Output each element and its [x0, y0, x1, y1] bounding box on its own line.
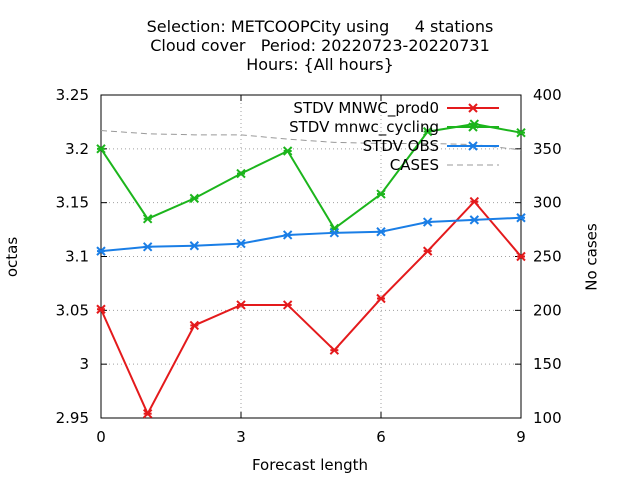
chart-title-line-2: Cloud cover Period: 20220723-20220731	[150, 36, 490, 55]
y-tick-label: 3.15	[56, 194, 89, 212]
series-point-1	[189, 193, 200, 204]
series-point-1	[236, 168, 246, 179]
series-point-0	[96, 304, 106, 314]
series-line-3	[100, 130, 522, 151]
series-line-1	[100, 123, 522, 230]
legend-marker-0	[468, 103, 478, 113]
y-tick-label: 3.05	[56, 301, 89, 319]
legend-marker-1	[468, 122, 478, 132]
series-point-1	[516, 127, 526, 138]
x-tick-label: 3	[236, 428, 246, 446]
series-point-2	[96, 246, 106, 256]
x-tick-label: 6	[376, 428, 386, 446]
chart-title-line-3: Hours: {All hours}	[246, 55, 394, 74]
series-point-2	[422, 217, 433, 227]
y2-tick-label: 150	[533, 355, 562, 373]
series-point-1	[282, 146, 293, 156]
y2-tick-label: 300	[533, 194, 562, 212]
series-point-1	[422, 126, 433, 137]
y2-tick-label: 250	[533, 248, 562, 266]
series-point-0	[282, 300, 293, 310]
series-point-0	[422, 246, 433, 256]
series-point-2	[282, 230, 293, 240]
series-layer	[96, 119, 526, 419]
series-point-1	[96, 144, 106, 154]
series-point-2	[516, 213, 526, 223]
x-tick-label: 0	[96, 428, 106, 446]
chart-title-line-1: Selection: METCOOPCity using 4 stations	[146, 17, 494, 36]
series-point-2	[329, 228, 340, 238]
y2-tick-label: 200	[533, 301, 562, 319]
y2-tick-label: 350	[533, 140, 562, 158]
series-point-0	[236, 300, 246, 310]
y2-axis-title: No cases	[582, 223, 601, 291]
series-point-2	[469, 215, 480, 225]
y-tick-label: 3.2	[65, 140, 89, 158]
series-point-2	[189, 241, 200, 251]
y-tick-label: 2.95	[56, 409, 89, 427]
series-point-0	[469, 196, 480, 207]
y-tick-label: 3.1	[65, 248, 89, 266]
y-axis-title: octas	[3, 236, 22, 278]
series-line-2	[100, 216, 522, 253]
legend-label-1: STDV mnwc_cycling	[289, 118, 439, 137]
series-point-0	[189, 320, 200, 331]
legend-marker-2	[468, 141, 478, 151]
series-point-0	[329, 345, 340, 355]
axis-ticks: 2.95 3 3.05 3.1 3.15 3.2 3.25 100 150 200 250 300 35…	[56, 86, 562, 446]
series-point-1	[376, 189, 386, 199]
series-point-2	[236, 238, 246, 249]
x-tick-label: 9	[516, 428, 526, 446]
y-tick-label: 3.25	[56, 86, 89, 104]
y-tick-label: 3	[79, 355, 89, 373]
series-point-0	[376, 293, 386, 304]
series-point-1	[142, 214, 153, 224]
series-line-0	[100, 200, 522, 416]
series-point-0	[142, 408, 153, 419]
legend-label-0: STDV MNWC_prod0	[293, 99, 439, 118]
y2-tick-label: 100	[533, 409, 562, 427]
series-point-2	[142, 242, 153, 252]
legend-label-2: STDV OBS	[363, 137, 439, 155]
y2-tick-label: 400	[533, 86, 562, 104]
x-axis-title: Forecast length	[251, 456, 369, 474]
grid	[101, 95, 521, 418]
series-point-2	[376, 227, 386, 237]
legend-label-3: CASES	[390, 156, 439, 174]
series-point-0	[516, 251, 526, 262]
